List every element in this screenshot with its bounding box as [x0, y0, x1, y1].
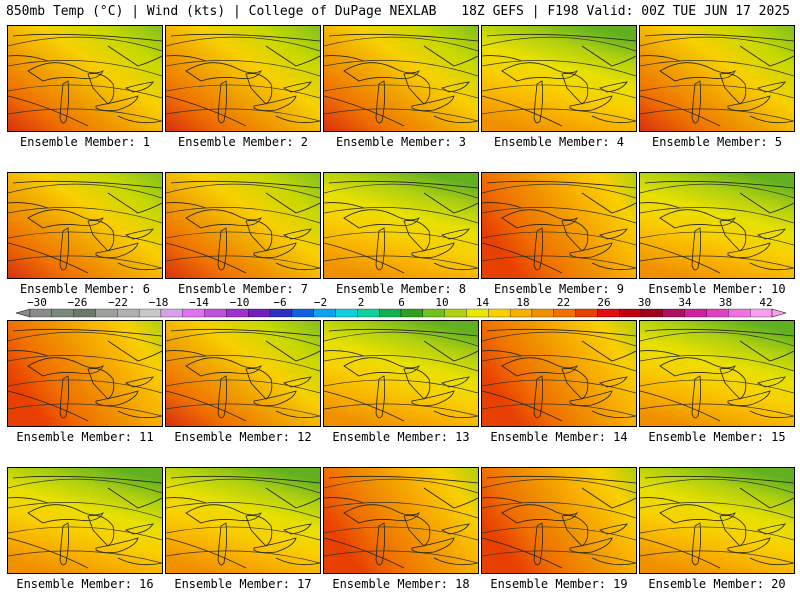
colorbar-tick-label: 6 — [398, 296, 405, 309]
colorbar-segment — [29, 308, 52, 318]
colorbar-segment — [662, 308, 685, 318]
colorbar-segment — [226, 308, 249, 318]
member-label: Ensemble Member: 8 — [335, 282, 467, 296]
ensemble-member-map — [165, 467, 321, 574]
colorbar-tick-label: −2 — [313, 296, 328, 309]
member-label: Ensemble Member: 7 — [177, 282, 309, 296]
colorbar-tick-label: −14 — [189, 296, 209, 309]
colorbar-segment — [422, 308, 445, 318]
colorbar-segment — [575, 308, 598, 318]
member-label: Ensemble Member: 16 — [16, 577, 154, 591]
member-label: Ensemble Member: 2 — [177, 135, 309, 149]
colorbar-segment — [597, 308, 620, 318]
colorbar-tick-label: 34 — [678, 296, 692, 309]
colorbar-segment — [553, 308, 576, 318]
colorbar-tick-label: −6 — [273, 296, 287, 309]
member-label: Ensemble Member: 6 — [19, 282, 151, 296]
member-label: Ensemble Member: 3 — [335, 135, 467, 149]
colorbar-segment — [204, 308, 227, 318]
member-label: Ensemble Member: 14 — [490, 430, 628, 444]
ensemble-member-map — [323, 320, 479, 427]
colorbar-tick-label: −26 — [67, 296, 88, 309]
colorbar-segment — [684, 308, 707, 318]
chart-title: 850mb Temp (°C) | Wind (kts) | College o… — [6, 4, 437, 19]
colorbar-min-arrow — [15, 308, 31, 318]
ensemble-member-map — [481, 467, 637, 574]
colorbar-tick-label: 26 — [597, 296, 611, 309]
member-label: Ensemble Member: 9 — [493, 282, 625, 296]
colorbar-segment — [357, 308, 380, 318]
member-label: Ensemble Member: 5 — [651, 135, 783, 149]
ensemble-member-map — [481, 172, 637, 279]
colorbar-tick-label: 42 — [759, 296, 773, 309]
member-label: Ensemble Member: 13 — [332, 430, 470, 444]
colorbar-segment — [73, 308, 96, 318]
ensemble-member-map — [323, 25, 479, 132]
ensemble-member-map — [165, 25, 321, 132]
ensemble-member-map — [7, 25, 163, 132]
colorbar-segment — [466, 308, 489, 318]
ensemble-member-map — [323, 172, 479, 279]
color-scale-bar — [15, 308, 787, 318]
member-label: Ensemble Member: 10 — [648, 282, 786, 296]
member-label: Ensemble Member: 19 — [490, 577, 628, 591]
colorbar-tick-label: 38 — [718, 296, 733, 309]
colorbar-segment — [248, 308, 271, 318]
colorbar-segment — [619, 308, 642, 318]
colorbar-segment — [313, 308, 336, 318]
member-label: Ensemble Member: 20 — [648, 577, 786, 591]
colorbar-segment — [640, 308, 664, 318]
colorbar-segment — [138, 308, 162, 318]
ensemble-member-map — [7, 467, 163, 574]
colorbar-tick-label: −30 — [27, 296, 47, 309]
colorbar-segment — [509, 308, 533, 318]
colorbar-segment — [291, 308, 314, 318]
ensemble-member-map — [481, 25, 637, 132]
colorbar-segment — [728, 308, 751, 318]
colorbar-tick-label: 22 — [556, 296, 571, 309]
colorbar-segment — [269, 308, 293, 318]
member-label: Ensemble Member: 1 — [19, 135, 151, 149]
colorbar-segment — [488, 308, 511, 318]
colorbar-segment — [117, 308, 140, 318]
ensemble-member-map — [165, 320, 321, 427]
ensemble-member-map — [639, 172, 795, 279]
colorbar-segment — [182, 308, 205, 318]
colorbar-tick-label: −10 — [229, 296, 250, 309]
ensemble-member-map — [639, 320, 795, 427]
member-label: Ensemble Member: 11 — [16, 430, 154, 444]
colorbar-max-arrow — [771, 308, 787, 318]
colorbar-segment — [750, 308, 773, 318]
ensemble-member-map — [165, 172, 321, 279]
colorbar-segment — [706, 308, 729, 318]
colorbar-segment — [379, 308, 402, 318]
member-label: Ensemble Member: 12 — [174, 430, 312, 444]
colorbar-tick-label: 10 — [435, 296, 449, 309]
colorbar-tick-label: 14 — [475, 296, 490, 309]
ensemble-member-map — [7, 320, 163, 427]
ensemble-member-map — [639, 467, 795, 574]
run-valid-time: 18Z GEFS | F198 Valid: 00Z TUE JUN 17 20… — [461, 4, 790, 19]
colorbar-segment — [444, 308, 467, 318]
ensemble-member-map — [7, 172, 163, 279]
member-label: Ensemble Member: 4 — [493, 135, 625, 149]
colorbar-tick-label: −22 — [108, 296, 128, 309]
colorbar-tick-label: 18 — [516, 296, 530, 309]
colorbar-segment — [51, 308, 74, 318]
ensemble-member-map — [639, 25, 795, 132]
colorbar-tick-label: 2 — [357, 296, 365, 309]
colorbar-segment — [160, 308, 183, 318]
colorbar-segment — [400, 308, 423, 318]
member-label: Ensemble Member: 15 — [648, 430, 786, 444]
colorbar-tick-label: −18 — [148, 296, 169, 309]
member-label: Ensemble Member: 17 — [174, 577, 312, 591]
colorbar-segment — [95, 308, 118, 318]
colorbar-segment — [531, 308, 554, 318]
ensemble-member-map — [481, 320, 637, 427]
colorbar-segment — [335, 308, 358, 318]
ensemble-member-map — [323, 467, 479, 574]
member-label: Ensemble Member: 18 — [332, 577, 470, 591]
colorbar-tick-label: 30 — [637, 296, 652, 309]
